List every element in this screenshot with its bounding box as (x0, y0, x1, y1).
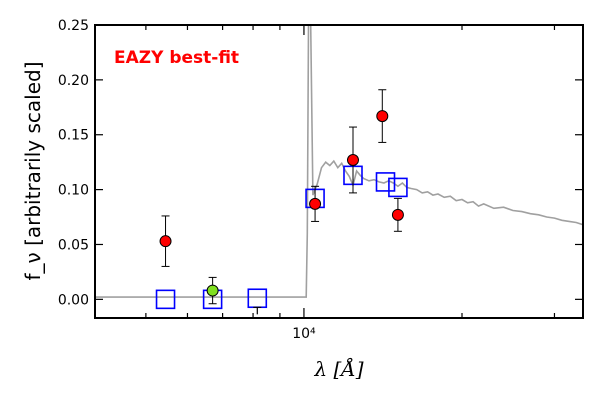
y-tick-label: 0.20 (58, 73, 89, 89)
axis-ticks: 0.00 0.05 0.10 0.15 0.20 0.25 10⁴ (58, 18, 583, 342)
data-points (155, 89, 408, 315)
y-tick-label: 0.25 (58, 18, 89, 34)
photometry-point (159, 235, 172, 248)
model-flux-square (388, 177, 408, 198)
axes-frame (94, 24, 584, 319)
photometry-point (309, 197, 322, 210)
model-flux-square (247, 288, 268, 309)
template-spectrum-line (95, 25, 583, 298)
photometry-point (376, 110, 389, 123)
y-tick-label: 0.05 (58, 237, 89, 253)
x-tick-label: 10⁴ (292, 326, 316, 342)
photometry-point-alt (206, 284, 219, 297)
plot-area (95, 25, 583, 298)
y-tick-label: 0.00 (58, 292, 89, 308)
y-tick-label: 0.10 (58, 183, 89, 199)
photometry-point (391, 208, 404, 221)
annotation-label: EAZY best-fit (114, 48, 239, 68)
model-flux-square (155, 289, 176, 310)
model-flux-square (375, 172, 396, 192)
x-axis-label: λ [Å] (313, 356, 363, 381)
photometry-point (346, 153, 359, 166)
y-tick-label: 0.15 (58, 128, 89, 144)
y-axis-label: f_ν [arbitrarily scaled] (21, 62, 45, 281)
